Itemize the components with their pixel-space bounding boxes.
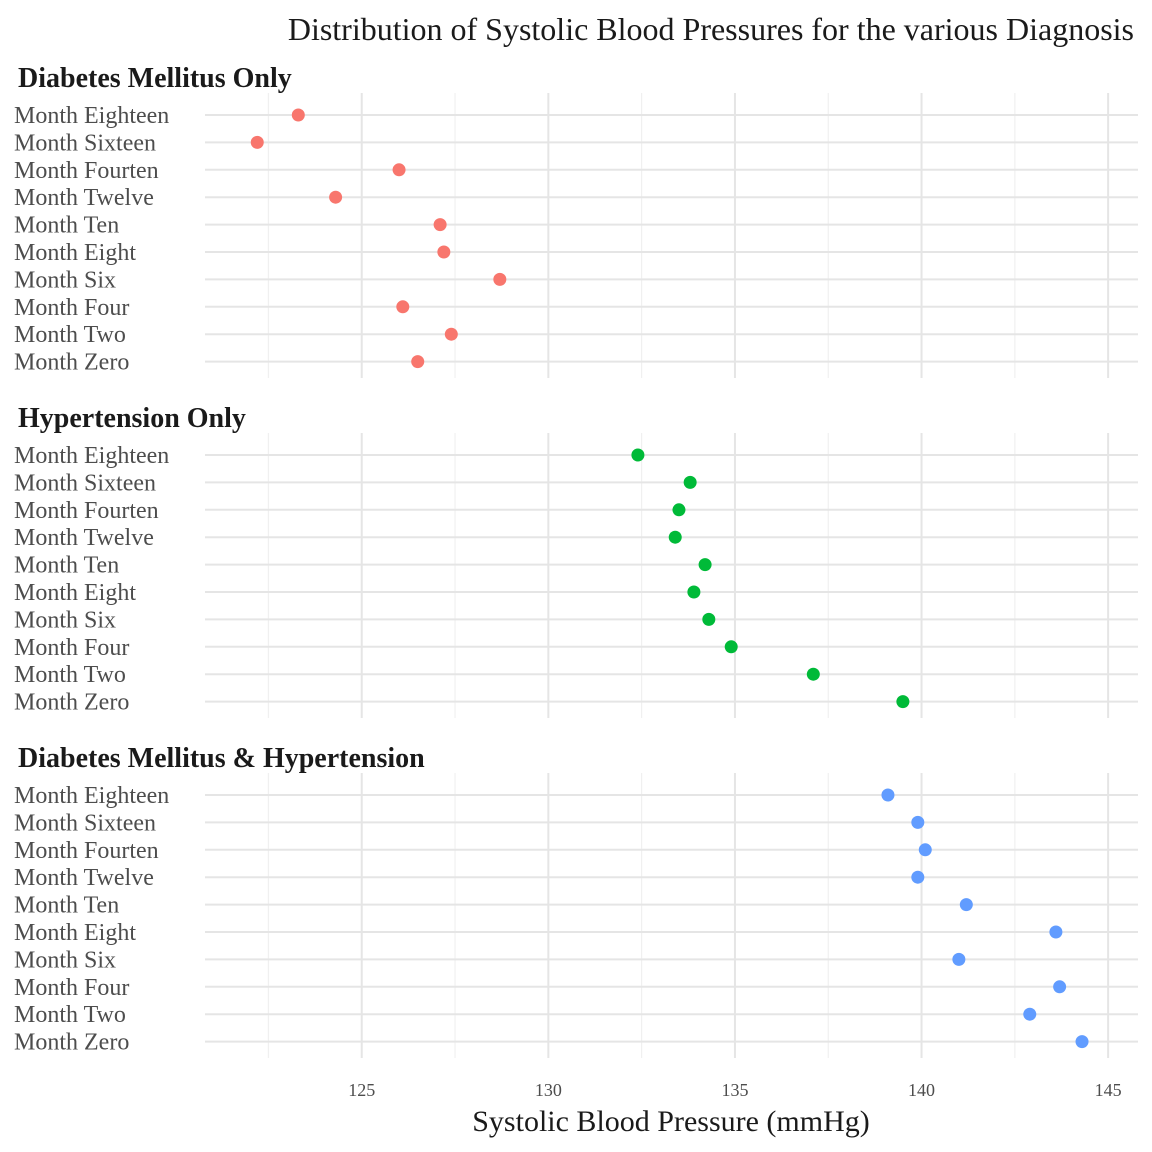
data-point xyxy=(881,788,895,802)
category-label: Month Sixteen xyxy=(14,470,156,496)
data-point xyxy=(952,952,966,966)
panel-title: Hypertension Only xyxy=(18,403,246,434)
category-label: Month Twelve xyxy=(14,865,154,891)
category-label: Month Ten xyxy=(14,553,119,579)
category-label: Month Twelve xyxy=(14,185,154,211)
data-point xyxy=(918,843,932,857)
data-point xyxy=(698,558,712,572)
data-point xyxy=(1053,980,1067,994)
x-tick-label: 140 xyxy=(908,1080,935,1100)
x-axis-title: Systolic Blood Pressure (mmHg) xyxy=(472,1105,870,1138)
category-label: Month Sixteen xyxy=(14,130,156,156)
data-point xyxy=(1049,925,1063,939)
category-label: Month Eight xyxy=(14,920,136,946)
category-label: Month Two xyxy=(14,1002,126,1028)
data-point xyxy=(437,245,451,259)
category-label: Month Eight xyxy=(14,580,136,606)
panel-title: Diabetes Mellitus Only xyxy=(18,63,292,94)
data-point xyxy=(911,815,925,829)
category-label: Month Zero xyxy=(14,350,129,376)
panel-title: Diabetes Mellitus & Hypertension xyxy=(18,743,425,774)
data-point xyxy=(631,448,645,462)
category-label: Month Six xyxy=(14,267,116,293)
data-point xyxy=(702,612,716,626)
category-label: Month Eighteen xyxy=(14,783,169,809)
data-point xyxy=(1023,1007,1037,1021)
data-point xyxy=(672,503,686,517)
category-label: Month Four xyxy=(14,295,129,321)
x-tick-label: 130 xyxy=(535,1080,562,1100)
x-tick-label: 125 xyxy=(348,1080,375,1100)
category-label: Month Four xyxy=(14,975,129,1001)
data-point xyxy=(250,135,264,149)
data-point xyxy=(896,695,910,709)
data-point xyxy=(444,327,458,341)
category-label: Month Two xyxy=(14,322,126,348)
data-point xyxy=(392,163,406,177)
data-point xyxy=(291,108,305,122)
x-axis: 125 130 135 140 145 xyxy=(348,1080,1121,1100)
category-label: Month Zero xyxy=(14,1030,129,1056)
category-label: Month Eighteen xyxy=(14,103,169,129)
panel: Diabetes Mellitus & Hypertension Month Ei… xyxy=(14,743,1138,1058)
category-label: Month Six xyxy=(14,607,116,633)
category-label: Month Sixteen xyxy=(14,810,156,836)
category-label: Month Fourten xyxy=(14,838,159,864)
category-label: Month Twelve xyxy=(14,525,154,551)
data-point xyxy=(683,475,697,489)
data-point xyxy=(668,530,682,544)
data-point xyxy=(959,898,973,912)
category-label: Month Fourten xyxy=(14,158,159,184)
category-label: Month Ten xyxy=(14,893,119,919)
category-label: Month Eighteen xyxy=(14,443,169,469)
category-label: Month Ten xyxy=(14,213,119,239)
data-point xyxy=(806,667,820,681)
chart-title: Distribution of Systolic Blood Pressures… xyxy=(288,11,1134,47)
category-label: Month Zero xyxy=(14,690,129,716)
category-label: Month Two xyxy=(14,662,126,688)
category-label: Month Four xyxy=(14,635,129,661)
category-label: Month Six xyxy=(14,947,116,973)
data-point xyxy=(911,870,925,884)
data-point xyxy=(329,190,343,204)
x-tick-label: 135 xyxy=(721,1080,748,1100)
x-tick-label: 145 xyxy=(1095,1080,1122,1100)
data-point xyxy=(724,640,738,654)
data-point xyxy=(433,218,447,232)
category-label: Month Eight xyxy=(14,240,136,266)
data-point xyxy=(1075,1035,1089,1049)
data-point xyxy=(687,585,701,599)
data-point xyxy=(411,355,425,369)
data-point xyxy=(493,272,507,286)
category-label: Month Fourten xyxy=(14,498,159,524)
data-point xyxy=(396,300,410,314)
